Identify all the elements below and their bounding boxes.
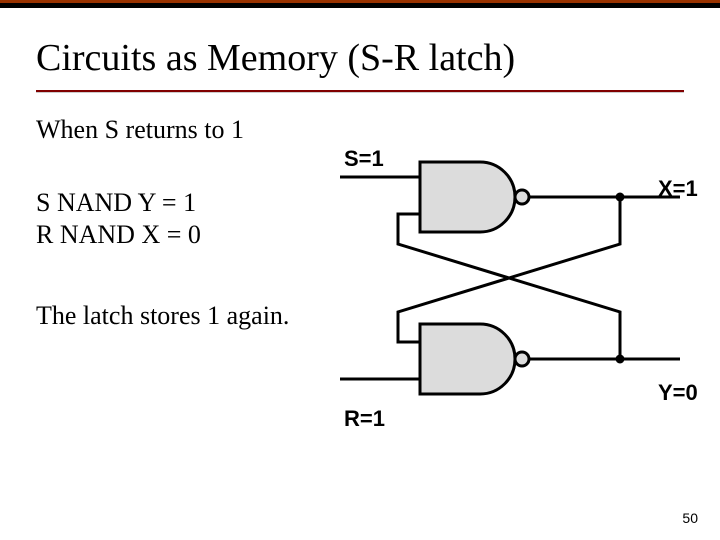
nand-gate-bottom [420,324,529,394]
circuit-svg [340,152,700,432]
label-s: S=1 [344,146,384,172]
inversion-bubble-bottom [515,352,529,366]
nand-gate-top [420,162,529,232]
page-number: 50 [682,510,698,526]
inversion-bubble-top [515,190,529,204]
slide: Circuits as Memory (S-R latch) When S re… [0,0,720,540]
text-line-1: When S returns to 1 [36,114,684,147]
label-r: R=1 [344,406,385,432]
slide-title: Circuits as Memory (S-R latch) [0,8,720,84]
label-y: Y=0 [658,380,698,406]
label-x: X=1 [658,176,698,202]
sr-latch-diagram: S=1 X=1 Y=0 R=1 [340,152,700,432]
top-bar [0,0,720,8]
